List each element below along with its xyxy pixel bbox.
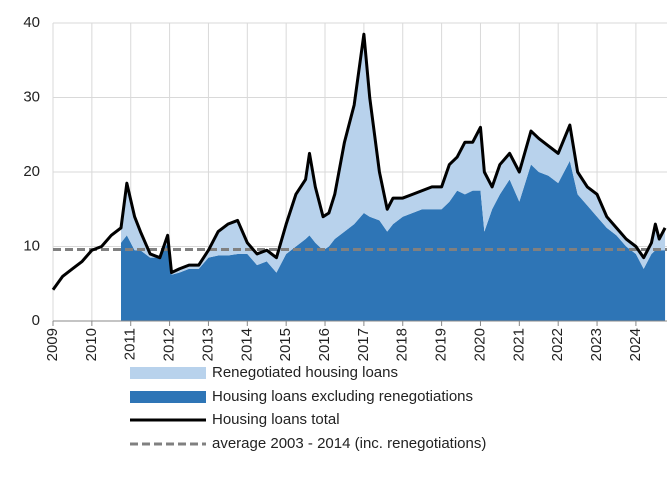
x-tick-label: 2023 (588, 328, 605, 361)
area (121, 160, 666, 321)
x-tick-label: 2010 (83, 328, 100, 361)
area (121, 34, 666, 275)
x-tick-label: 2016 (316, 328, 333, 361)
legend-swatch (130, 367, 206, 379)
x-tick-label: 2011 (122, 328, 139, 360)
legend-swatch (130, 391, 206, 403)
x-tick-label: 2019 (433, 328, 450, 361)
legend-label: Housing loans total (212, 411, 340, 428)
legend-label: Housing loans excluding renegotiations (212, 388, 473, 405)
y-tick-label: 10 (23, 237, 40, 254)
y-tick-label: 0 (32, 312, 40, 329)
x-tick-label: 2014 (238, 328, 255, 361)
legend-label: Renegotiated housing loans (212, 364, 398, 381)
x-tick-label: 2021 (510, 328, 527, 361)
x-tick-label: 2013 (199, 328, 216, 361)
line (51, 32, 667, 291)
x-tick-label: 2018 (394, 328, 411, 361)
y-tick-label: 30 (23, 88, 40, 105)
legend-label: average 2003 - 2014 (inc. renegotiations… (212, 435, 486, 452)
x-tick-label: 2024 (627, 328, 644, 361)
y-tick-label: 40 (23, 14, 40, 31)
y-tick-label: 20 (23, 163, 40, 180)
x-tick-label: 2009 (44, 328, 61, 361)
x-tick-label: 2015 (277, 328, 294, 361)
x-tick-label: 2022 (549, 328, 566, 361)
x-tick-label: 2017 (355, 328, 372, 361)
x-tick-label: 2020 (471, 328, 488, 361)
x-tick-label: 2012 (161, 328, 178, 361)
